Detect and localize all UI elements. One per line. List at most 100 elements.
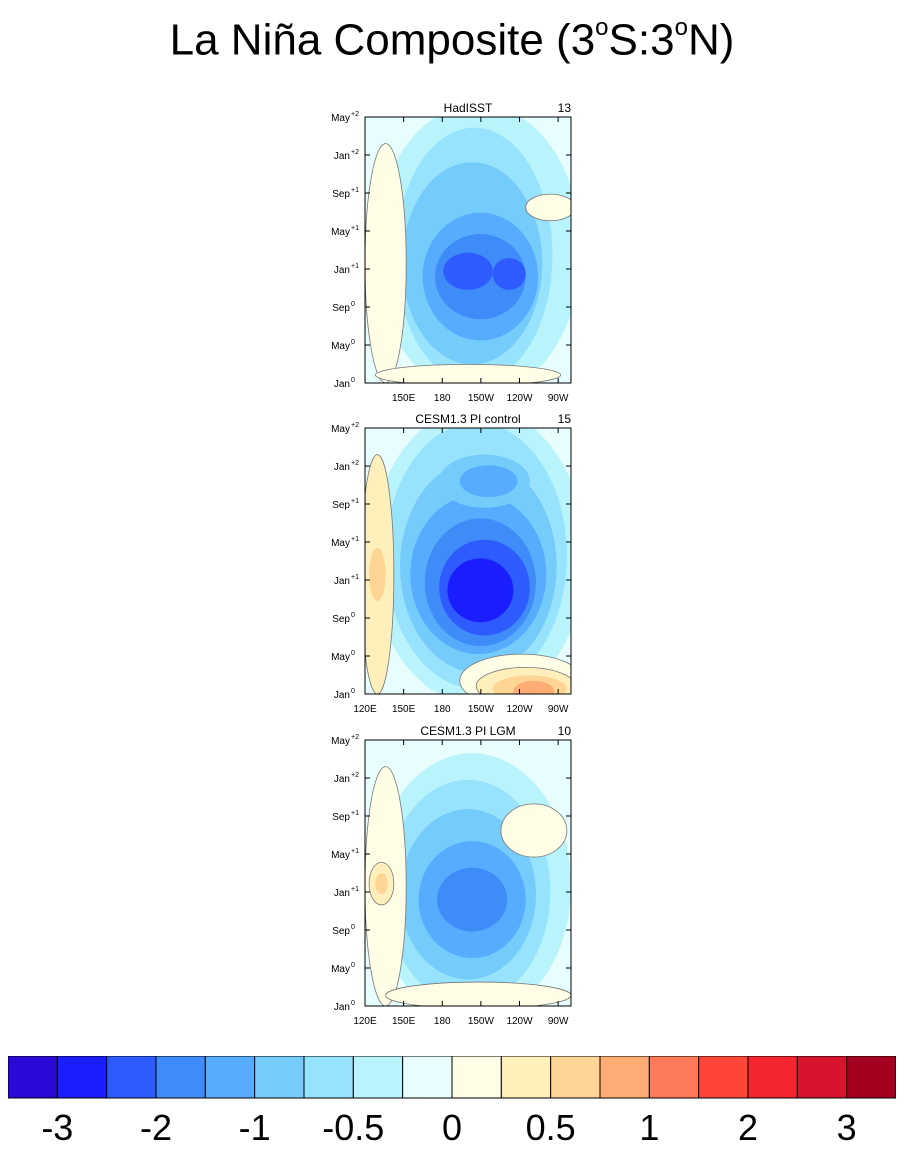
y-tick-superscript: +2: [351, 460, 359, 467]
x-tick-label: 120E: [353, 704, 377, 715]
colorbar-label: -0.5: [322, 1107, 384, 1144]
y-tick-label: Sep: [332, 614, 350, 625]
colorbar-swatch: [796, 1055, 848, 1099]
contour-fill: [525, 193, 571, 222]
colorbar-swatch: [698, 1055, 749, 1099]
y-tick-label: Sep: [332, 189, 350, 200]
y-tick-superscript: +1: [351, 263, 359, 270]
colorbar-label: 1: [639, 1107, 659, 1144]
contour-fill: [513, 680, 555, 694]
y-tick-label: Jan: [334, 462, 350, 473]
y-tick-label: Sep: [332, 812, 350, 823]
panel-count: 15: [558, 412, 572, 426]
y-tick-superscript: +1: [351, 225, 359, 232]
y-tick-superscript: 0: [351, 688, 355, 695]
y-tick-superscript: 0: [351, 650, 355, 657]
colorbar-swatch: [204, 1055, 256, 1099]
x-tick-label: 120W: [506, 1016, 533, 1027]
panel-count: 13: [558, 101, 572, 115]
y-tick-label: May: [331, 424, 350, 435]
y-tick-label: Jan: [334, 774, 350, 785]
y-tick-superscript: 0: [351, 339, 355, 346]
colorbar-label: 0.5: [526, 1107, 576, 1144]
contour-fill: [443, 252, 493, 290]
x-tick-label: 90W: [548, 393, 569, 404]
y-tick-superscript: +2: [351, 734, 359, 741]
y-tick-superscript: +2: [351, 149, 359, 156]
contour-fill: [369, 547, 386, 601]
y-tick-label: May: [331, 227, 350, 238]
plot-frame: [364, 427, 572, 695]
x-tick-label: 180: [434, 393, 451, 404]
y-tick-label: May: [331, 850, 350, 861]
contour-fill: [500, 803, 568, 858]
y-tick-label: Sep: [332, 303, 350, 314]
y-tick-superscript: +1: [351, 574, 359, 581]
y-tick-superscript: +1: [351, 810, 359, 817]
y-tick-superscript: +2: [351, 422, 359, 429]
y-tick-label: Jan: [334, 151, 350, 162]
contour-fill: [437, 867, 508, 932]
panel-count: 10: [558, 724, 572, 738]
y-tick-superscript: 0: [351, 612, 355, 619]
colorbar-label: 0: [442, 1107, 462, 1144]
y-tick-label: Jan: [334, 888, 350, 899]
y-tick-superscript: +1: [351, 536, 359, 543]
x-tick-label: 150W: [468, 704, 495, 715]
colorbar: -3 -2 -1 -0.5 0 0.5 1 2 3: [7, 1055, 897, 1148]
y-tick-superscript: 0: [351, 301, 355, 308]
colorbar-swatch: [155, 1055, 206, 1099]
cesm-pi-lgm-panel: CESM1.3 PI LGM 10 Jan 0 May 0 Sep 0 Jan +1 May +1 Se…: [310, 718, 590, 1027]
y-tick-superscript: 0: [351, 377, 355, 384]
colorbar-swatch: [451, 1055, 502, 1099]
figure-title: La Niña Composite (3oS:3oN): [169, 14, 735, 65]
y-tick-label: May: [331, 113, 350, 124]
x-tick-label: 150E: [392, 704, 416, 715]
colorbar-swatch: [106, 1055, 157, 1099]
colorbar-swatch: [402, 1055, 453, 1099]
y-tick-superscript: +1: [351, 187, 359, 194]
y-tick-superscript: +2: [351, 772, 359, 779]
y-tick-label: May: [331, 652, 350, 663]
contour-fill: [447, 558, 514, 623]
colorbar-swatch: [648, 1055, 700, 1099]
y-tick-label: Sep: [332, 500, 350, 511]
x-tick-label: 180: [434, 1016, 451, 1027]
y-tick-superscript: 0: [351, 924, 355, 931]
x-tick-label: 150E: [392, 393, 416, 404]
y-tick-label: May: [331, 964, 350, 975]
panel-title: CESM1.3 PI control: [415, 412, 520, 426]
colorbar-swatch: [500, 1055, 552, 1099]
panel-title: CESM1.3 PI LGM: [420, 724, 515, 738]
y-tick-label: Jan: [334, 1002, 350, 1013]
contour-fill: [459, 465, 518, 498]
colorbar-swatch: [254, 1055, 305, 1099]
y-tick-label: Jan: [334, 690, 350, 701]
contour-fill: [375, 873, 388, 895]
y-tick-label: May: [331, 736, 350, 747]
colorbar-swatch: [352, 1055, 404, 1099]
contour-fill: [365, 143, 407, 383]
contour-fill: [374, 363, 562, 383]
colorbar-label: -3: [41, 1107, 73, 1144]
colorbar-swatch: [747, 1055, 798, 1099]
x-tick-label: 150W: [468, 393, 495, 404]
colorbar-label: 3: [837, 1107, 857, 1144]
y-tick-label: Jan: [334, 265, 350, 276]
y-tick-label: May: [331, 538, 350, 549]
y-tick-label: Jan: [334, 576, 350, 587]
plot-frame: [364, 116, 572, 384]
colorbar-label: -2: [140, 1107, 172, 1144]
y-tick-label: Sep: [332, 926, 350, 937]
x-tick-label: 90W: [548, 704, 569, 715]
cesm-pi-control-panel: CESM1.3 PI control 15 Jan 0 May 0 Sep 0 Jan +1 May…: [310, 406, 590, 715]
y-tick-superscript: +1: [351, 886, 359, 893]
x-tick-label: 150E: [392, 1016, 416, 1027]
x-tick-label: 120W: [506, 393, 533, 404]
hadisst-panel: HadISST 13 Jan 0 May 0 Sep 0 Jan +1 May +1 Sep +1 Jan +…: [310, 95, 590, 404]
colorbar-swatch: [846, 1055, 897, 1099]
x-tick-label: 120E: [353, 1016, 377, 1027]
